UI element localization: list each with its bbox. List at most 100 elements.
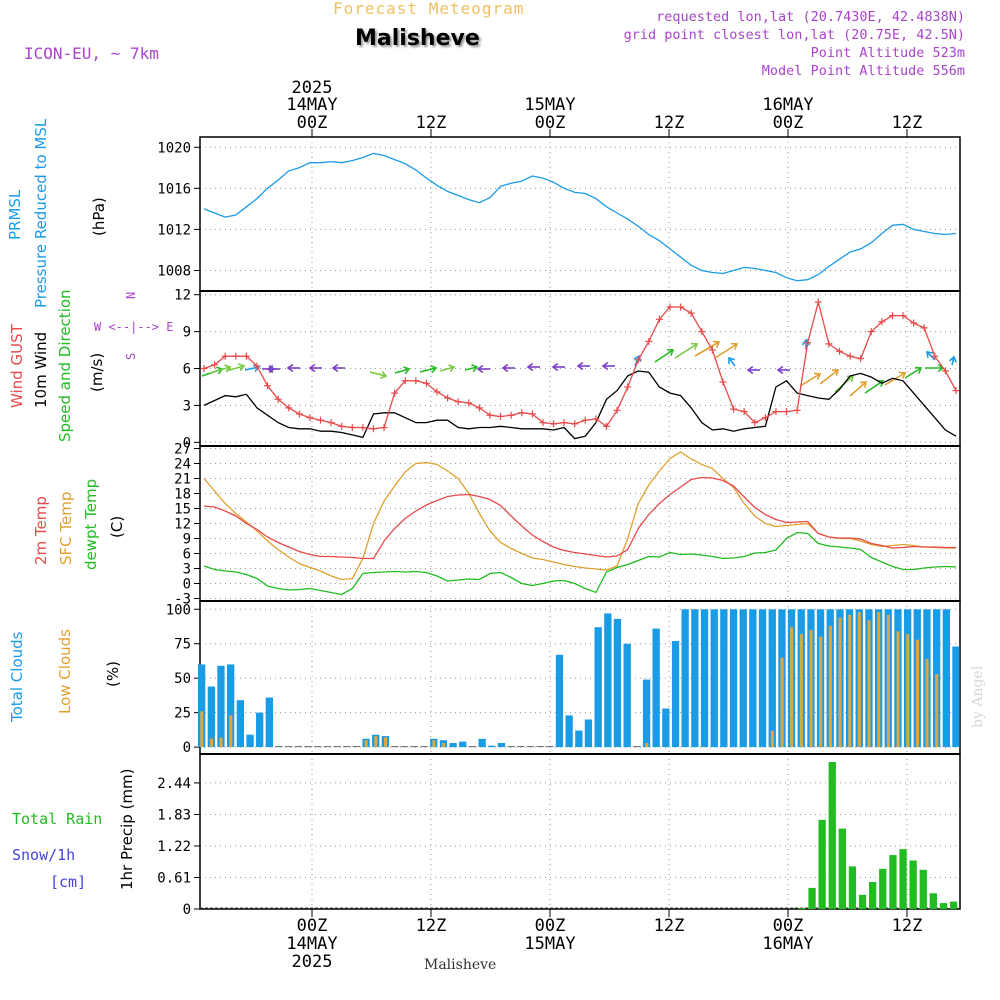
gust-marker (348, 424, 356, 432)
low-cloud-bar (374, 736, 378, 748)
wind-direction-arrow (849, 381, 868, 397)
total-cloud-bar (343, 746, 351, 748)
pressure-ytick-label: 1016 (157, 181, 191, 197)
total-cloud-bar (314, 746, 322, 748)
total-cloud-bar (517, 746, 525, 748)
rain-bar (939, 903, 948, 909)
gust-marker (931, 352, 939, 360)
total-cloud-bar (256, 712, 264, 748)
gust-marker (327, 419, 335, 427)
low-cloud-bar (770, 730, 774, 748)
total-cloud-bar (420, 746, 428, 748)
compass-we-label: W <--|--> E (94, 320, 173, 334)
total-cloud-bar (613, 618, 622, 748)
gust-marker (497, 412, 505, 420)
top-hour-label: 12Z (892, 113, 923, 133)
gust-marker (783, 408, 791, 416)
total-cloud-bar (294, 746, 302, 748)
wind-direction-arrow (576, 361, 590, 371)
gust-marker (391, 389, 399, 397)
gust-marker (380, 424, 388, 432)
gust-marker (666, 303, 674, 311)
rain-bar (949, 901, 958, 909)
bottom-date-label: 14MAY (286, 934, 337, 954)
gust-marker (793, 406, 801, 414)
precip-ytick-label: 0 (183, 902, 191, 918)
wind-direction-arrow (501, 363, 515, 373)
wind-ytick-label: 6 (183, 362, 191, 378)
bottom-hour-label: 00Z (535, 916, 566, 936)
bottom-hour-label: 12Z (892, 916, 923, 936)
total-cloud-bar (729, 609, 738, 748)
top-hour-label: 00Z (297, 113, 328, 133)
low-cloud-bar (809, 629, 813, 748)
total-cloud-bar (691, 609, 699, 748)
top-date-label: 15MAY (524, 95, 575, 115)
bottom-date-label: 16MAY (762, 934, 813, 954)
wind-direction-arrow (439, 364, 456, 373)
wind-direction-arrow (601, 361, 615, 371)
total-cloud-bar (391, 746, 399, 748)
total-cloud-bar (671, 641, 680, 748)
temp-ytick-label: 21 (174, 472, 191, 488)
low-cloud-bar (848, 614, 852, 748)
gust-marker (306, 414, 314, 422)
temp-ytick-label: 15 (174, 502, 191, 518)
total-cloud-bar (942, 609, 950, 748)
low-cloud-bar (915, 639, 919, 748)
bottom-hour-label: 12Z (654, 916, 685, 936)
cloud-ytick-label: 0 (183, 740, 191, 756)
requested-coords: requested lon,lat (20.7430E, 42.4838N) (656, 9, 965, 25)
rain-bar (869, 882, 877, 909)
wind-direction-arrow (654, 348, 675, 363)
gust-marker (560, 419, 568, 427)
temp-ytick-label: 24 (174, 457, 191, 473)
gust-marker (814, 298, 822, 306)
wind-ytick-label: 3 (183, 398, 191, 414)
total-cloud-bar (217, 665, 225, 748)
product-title: Forecast Meteogram (333, 0, 525, 18)
wind-direction-arrow (369, 370, 388, 379)
pressure-panel-frame (199, 136, 961, 292)
precip-ytick-label: 1.22 (157, 839, 191, 855)
low-cloud-bar (780, 657, 784, 748)
point-altitude: Point Altitude 523m (810, 45, 965, 61)
low-cloud-bar (838, 617, 842, 748)
rain-bar (818, 819, 826, 909)
gust-marker (634, 356, 642, 364)
wind-direction-arrow (819, 369, 840, 385)
wind-direction-arrow (394, 366, 411, 375)
low-cloud-bar (886, 614, 890, 748)
wind-direction-arrow (551, 362, 565, 372)
compass-n-label: N (124, 292, 138, 299)
gridpoint-coords: grid point closest lon,lat (20.75E, 42.5… (623, 27, 965, 43)
wind-direction-arrow (266, 364, 280, 374)
total-cloud-bar (401, 746, 409, 748)
compass-s-label: S (124, 353, 138, 360)
wind-direction-arrow (776, 365, 790, 375)
cloud-ytick-label: 100 (166, 602, 191, 618)
gust-marker (613, 406, 621, 414)
snow-label: Snow/1h (12, 846, 76, 864)
total-cloud-bar (227, 664, 235, 748)
total-cloud-bar (662, 708, 670, 748)
gust-marker (412, 377, 420, 385)
low-cloud-bar (867, 620, 871, 748)
total-cloud-bar (304, 746, 312, 748)
gust-marker (507, 411, 515, 419)
total-cloud-bar (198, 664, 206, 748)
gust-marker (444, 394, 452, 402)
sfc-temp-line (203, 451, 956, 581)
rain-bar (909, 860, 917, 909)
wind-direction-arrow (864, 379, 885, 394)
gust-marker (602, 422, 610, 430)
total-cloud-bar (584, 719, 593, 748)
total-cloud-bar (497, 743, 506, 748)
wind-direction-arrow (308, 363, 322, 373)
wind-direction-arrow (419, 365, 438, 374)
total-cloud-bar (488, 745, 496, 748)
total-cloud-bar (710, 609, 718, 748)
wind-10m-line (203, 370, 957, 440)
